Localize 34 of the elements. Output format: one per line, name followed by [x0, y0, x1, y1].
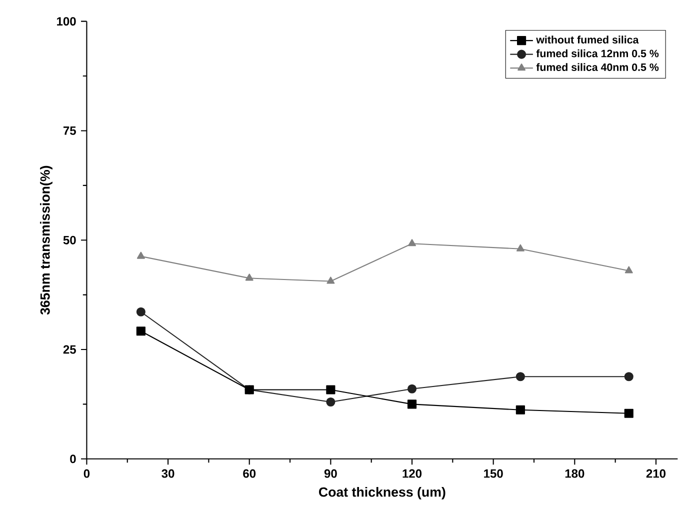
- point: [245, 274, 254, 281]
- y-tick-label: 0: [70, 454, 76, 464]
- point: [408, 238, 416, 246]
- y-tick-label: 25: [63, 345, 76, 354]
- x-tick-label: 210: [646, 469, 666, 478]
- x-tick-label: 60: [243, 469, 256, 478]
- legend-label: fumed silica 40nm 0.5 %: [536, 63, 659, 71]
- x-tick-label: 0: [84, 469, 90, 478]
- point: [407, 400, 417, 409]
- point: [326, 397, 336, 406]
- point: [624, 372, 634, 382]
- point: [136, 307, 146, 316]
- x-tick-label: 90: [324, 469, 337, 478]
- point: [624, 266, 633, 274]
- x-axis-title: Coat thickness (um): [318, 486, 446, 500]
- legend-label: without fumed silica: [536, 36, 639, 44]
- x-tick-label: 120: [402, 469, 422, 478]
- y-axis-title: 365nm transmission(%): [40, 166, 52, 315]
- x-tick-label: 180: [565, 469, 584, 478]
- x-tick-label: 30: [162, 469, 174, 478]
- point: [624, 408, 634, 418]
- point: [516, 372, 525, 382]
- x-tick-label: 150: [484, 469, 503, 478]
- point: [326, 385, 336, 394]
- point: [136, 326, 146, 336]
- y-tick-label: 50: [63, 236, 76, 244]
- y-tick-label: 100: [57, 16, 76, 26]
- point: [326, 276, 335, 284]
- legend-label: fumed silica 12nm 0.5 %: [536, 49, 659, 58]
- point: [516, 244, 524, 252]
- point: [516, 405, 525, 414]
- y-tick-label: 75: [63, 126, 76, 135]
- point: [407, 384, 417, 394]
- point: [136, 252, 145, 259]
